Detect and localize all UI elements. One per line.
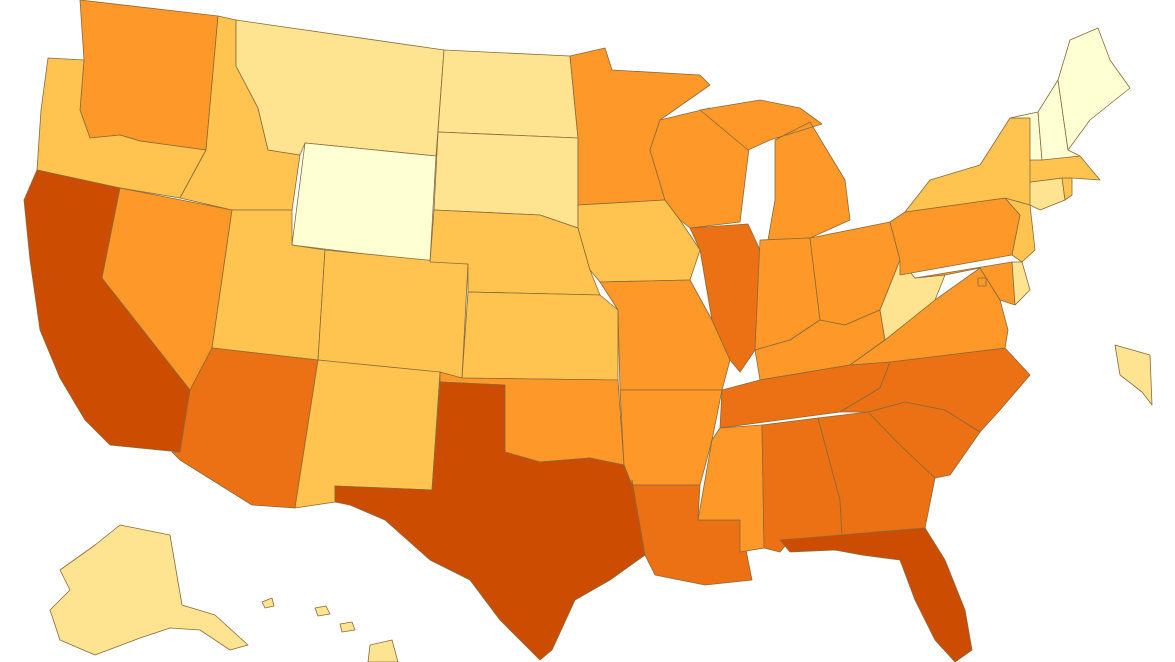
state-KS: [461, 291, 619, 381]
state-AK: [49, 524, 249, 656]
state-NY: [904, 117, 1041, 213]
state-MT: [235, 19, 445, 157]
state-WY: [291, 142, 437, 263]
state-HI: [261, 597, 399, 662]
state-CT: [1029, 177, 1066, 211]
state-WA: [79, 0, 219, 151]
state-TX: [334, 381, 646, 661]
state-IL: [689, 223, 761, 373]
state-OR: [36, 57, 207, 199]
state-ME: [1057, 27, 1131, 151]
state-ND: [437, 49, 579, 139]
state-NH: [1037, 79, 1081, 161]
state-NM: [294, 359, 441, 509]
states-layer: [23, 0, 1153, 662]
state-CO: [317, 249, 469, 379]
state-MI: [699, 99, 851, 241]
state-DE: [1011, 261, 1031, 306]
state-VT: [1009, 111, 1043, 161]
state-FL: [779, 527, 973, 662]
state-PR: [1114, 344, 1153, 406]
state-DC: [977, 277, 987, 287]
state-LA: [631, 479, 753, 586]
state-MO: [599, 279, 731, 391]
